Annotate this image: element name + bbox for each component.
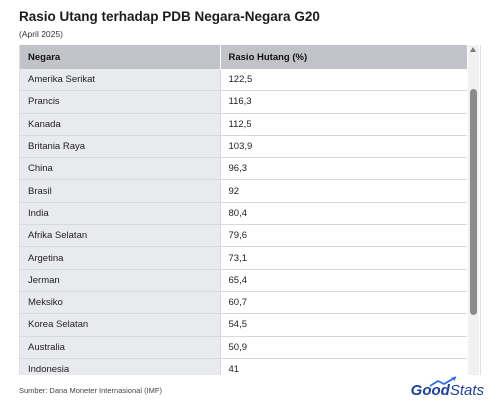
table-row: China 96,3 — [20, 157, 467, 181]
ratio-cell: 92 — [219, 179, 467, 203]
ratio-cell: 122,5 — [219, 69, 467, 92]
debt-ratio-table: Negara Rasio Hutang (%) Amerika Serikat … — [20, 45, 467, 375]
table-row: Indonesia 41 — [20, 358, 467, 375]
ratio-cell: 116,3 — [219, 90, 467, 114]
country-cell: Australia — [20, 336, 220, 359]
table-row: Australia 50,9 — [20, 336, 467, 359]
country-cell: Prancis — [20, 90, 220, 114]
page-title: Rasio Utang terhadap PDB Negara-Negara G… — [19, 9, 320, 24]
table-row: Brasil 92 — [20, 179, 467, 203]
table-row: Afrika Selatan 79,6 — [20, 224, 467, 248]
ratio-cell: 60,7 — [219, 291, 467, 315]
source-note: Sumber: Dana Moneter Internasional (IMF) — [19, 386, 162, 395]
table-row: Meksiko 60,7 — [20, 291, 467, 315]
country-cell: Britania Raya — [20, 135, 220, 159]
country-cell: Indonesia — [20, 358, 220, 375]
vertical-scrollbar[interactable] — [468, 45, 479, 375]
ratio-cell: 73,1 — [219, 246, 467, 270]
table-row: Jerman 65,4 — [20, 269, 467, 292]
header-country: Negara — [20, 45, 221, 69]
goodstats-logo: GoodStats — [410, 376, 484, 399]
country-cell: Jerman — [20, 269, 220, 292]
ratio-cell: 103,9 — [219, 135, 467, 159]
table-row: Britania Raya 103,9 — [20, 135, 467, 159]
data-table-container: Negara Rasio Hutang (%) Amerika Serikat … — [19, 45, 481, 375]
country-cell: India — [20, 202, 220, 226]
page-subtitle: (April 2025) — [19, 29, 63, 39]
logo-text-stats: Stats — [449, 382, 484, 399]
country-cell: China — [20, 157, 220, 181]
trend-arrow-icon — [429, 376, 457, 387]
ratio-cell: 80,4 — [219, 202, 467, 226]
header-ratio: Rasio Hutang (%) — [220, 45, 467, 69]
ratio-cell: 41 — [219, 358, 467, 375]
country-cell: Meksiko — [20, 291, 220, 315]
country-cell: Kanada — [20, 113, 220, 136]
table-row: Prancis 116,3 — [20, 90, 467, 114]
country-cell: Korea Selatan — [20, 313, 220, 337]
ratio-cell: 79,6 — [219, 224, 467, 248]
scrollbar-thumb[interactable] — [470, 89, 477, 315]
table-row: Korea Selatan 54,5 — [20, 313, 467, 337]
country-cell: Amerika Serikat — [20, 69, 220, 92]
ratio-cell: 112,5 — [219, 113, 467, 136]
ratio-cell: 54,5 — [219, 313, 467, 337]
ratio-cell: 96,3 — [219, 157, 467, 181]
ratio-cell: 50,9 — [219, 336, 467, 359]
table-row: India 80,4 — [20, 202, 467, 226]
country-cell: Argetina — [20, 246, 220, 270]
table-row: Argetina 73,1 — [20, 246, 467, 270]
table-header-row: Negara Rasio Hutang (%) — [20, 45, 467, 69]
ratio-cell: 65,4 — [219, 269, 467, 292]
table-row: Kanada 112,5 — [20, 113, 467, 136]
country-cell: Afrika Selatan — [20, 224, 220, 248]
table-row: Amerika Serikat 122,5 — [20, 69, 467, 92]
triangle-up-icon[interactable] — [470, 47, 476, 52]
country-cell: Brasil — [20, 179, 220, 203]
logo-text-good: Good — [410, 382, 450, 399]
